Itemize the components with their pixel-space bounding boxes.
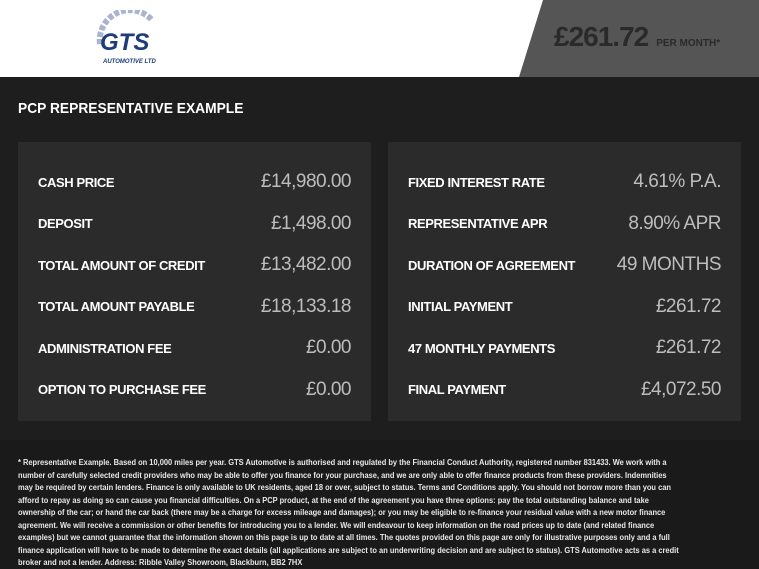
row-label: FINAL PAYMENT: [408, 382, 506, 397]
finance-row: CASH PRICE £14,980.00: [38, 167, 352, 197]
row-value: £14,980.00: [260, 171, 352, 192]
footer-disclaimer: * Representative Example. Based on 10,00…: [0, 440, 759, 569]
price-banner: [519, 0, 759, 77]
row-label: OPTION TO PURCHASE FEE: [38, 382, 206, 397]
right-panel: FIXED INTEREST RATE 4.61% P.A. REPRESENTAT…: [388, 142, 741, 421]
row-value: 8.90% APR: [628, 212, 721, 234]
row-value: 4.61% P.A.: [633, 171, 721, 192]
row-value: 49 MONTHS: [616, 254, 722, 275]
row-value: £13,482.00: [260, 254, 352, 275]
row-value: £0.00: [305, 337, 352, 358]
row-label: 47 MONTHLY PAYMENTS: [408, 340, 555, 356]
row-label: TOTAL AMOUNT OF CREDIT: [38, 257, 205, 273]
row-label: DURATION OF AGREEMENT: [408, 257, 576, 273]
row-label: FIXED INTEREST RATE: [408, 174, 545, 190]
finance-row: 47 MONTHLY PAYMENTS £261.72: [408, 333, 722, 363]
finance-row: FIXED INTEREST RATE 4.61% P.A.: [408, 167, 721, 197]
per-month-label: PER MONTH*: [656, 38, 721, 49]
logo-text: GTS: [100, 29, 149, 56]
row-value: £1,498.00: [270, 212, 352, 234]
row-label: ADMINISTRATION FEE: [38, 340, 172, 356]
finance-row: INITIAL PAYMENT £261.72: [408, 292, 722, 322]
row-label: INITIAL PAYMENT: [408, 299, 513, 314]
finance-row: TOTAL AMOUNT PAYABLE £18,133.18: [38, 292, 352, 322]
monthly-price: £261.72: [554, 21, 649, 52]
row-label: REPRESENTATIVE APR: [408, 216, 548, 231]
logo-subtext: AUTOMOTIVE LTD: [103, 59, 156, 65]
finance-row: ADMINISTRATION FEE £0.00: [38, 333, 352, 363]
finance-row: FINAL PAYMENT £4,072.50: [408, 375, 722, 405]
left-panel: CASH PRICE £14,980.00 DEPOSIT £1,498.00 TOTA…: [18, 142, 371, 421]
finance-row: OPTION TO PURCHASE FEE £0.00: [38, 375, 352, 405]
section-title: PCP REPRESENTATIVE EXAMPLE: [18, 100, 244, 117]
finance-row: REPRESENTATIVE APR 8.90% APR: [408, 209, 721, 239]
price-group: £261.72 PER MONTH*: [554, 20, 754, 54]
header: GTS AUTOMOTIVE LTD £261.72 PER MONTH*: [0, 0, 759, 77]
gts-logo[interactable]: GTS: [92, 7, 164, 56]
row-label: CASH PRICE: [38, 174, 115, 190]
row-label: TOTAL AMOUNT PAYABLE: [38, 299, 195, 314]
row-value: £261.72: [655, 337, 722, 358]
row-value: £18,133.18: [260, 295, 352, 317]
row-value: £4,072.50: [640, 378, 722, 400]
finance-row: DURATION OF AGREEMENT 49 MONTHS: [408, 250, 722, 280]
row-value: £261.72: [655, 295, 722, 317]
row-value: £0.00: [305, 378, 352, 400]
disclaimer-text: * Representative Example. Based on 10,00…: [18, 457, 679, 567]
finance-row: DEPOSIT £1,498.00: [38, 209, 352, 239]
finance-row: TOTAL AMOUNT OF CREDIT £13,482.00: [38, 250, 352, 280]
row-label: DEPOSIT: [38, 216, 93, 231]
